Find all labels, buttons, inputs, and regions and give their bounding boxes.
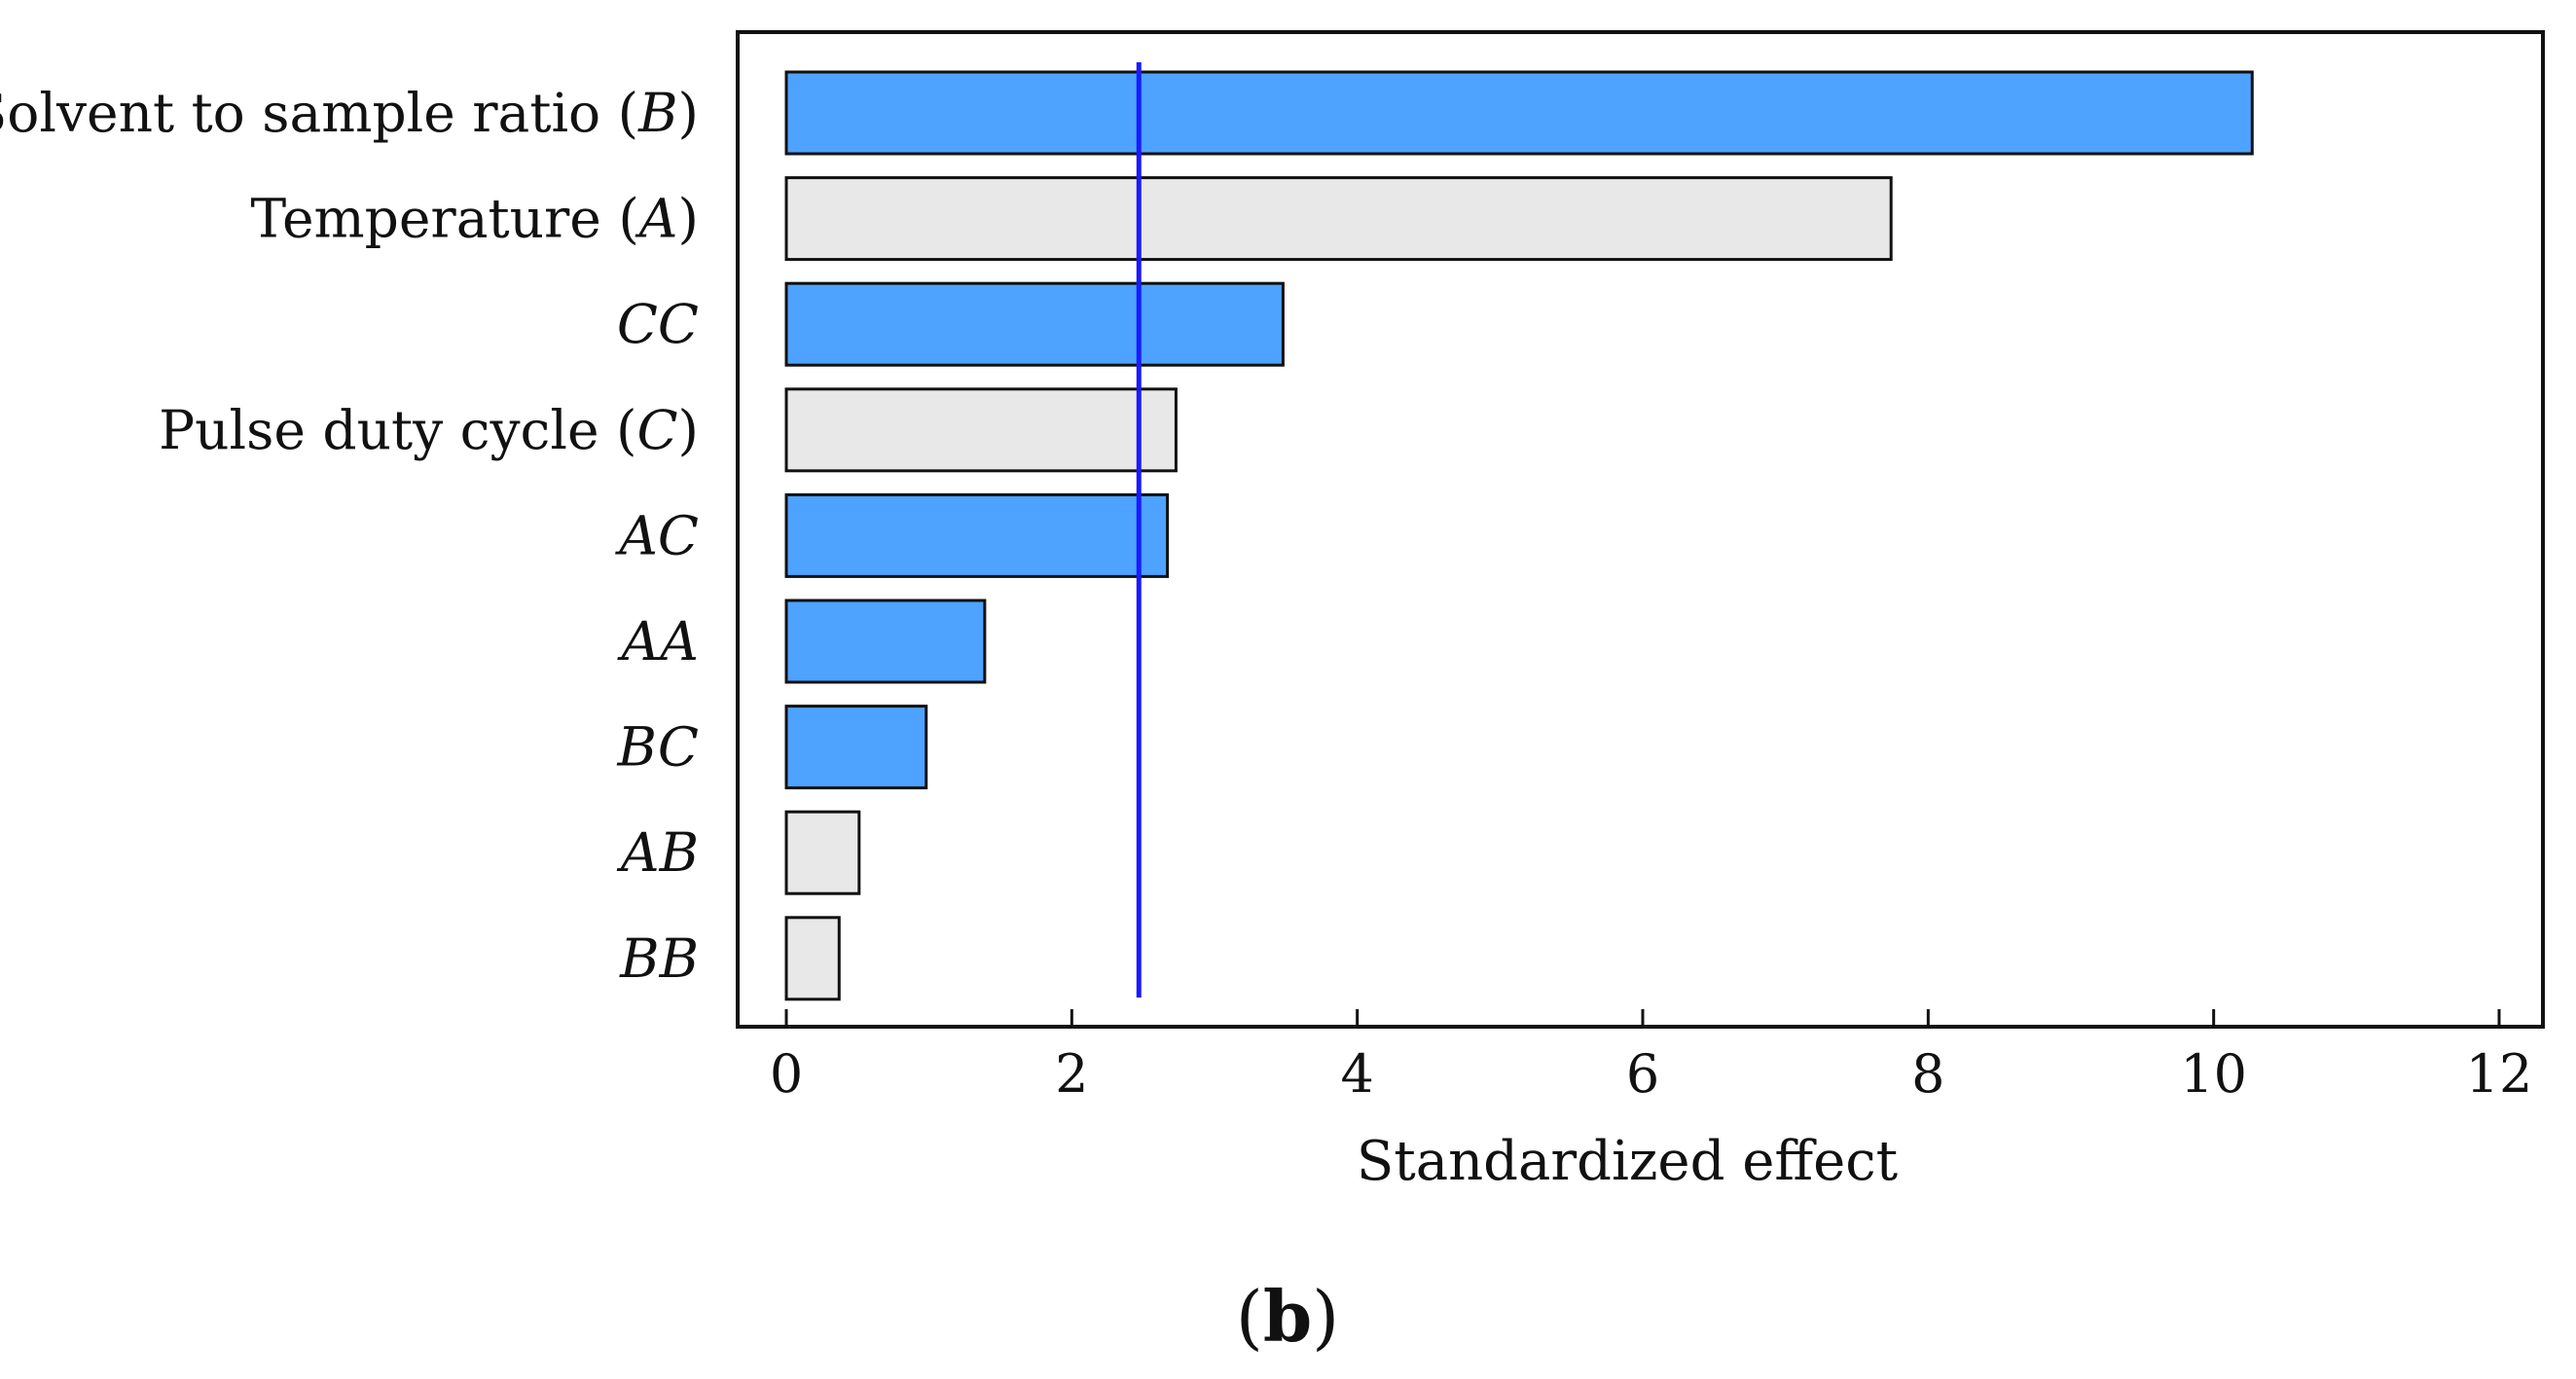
x-tick-label: 2 (1055, 1043, 1088, 1105)
bar-aa (784, 599, 987, 684)
category-label-factor: AC (614, 504, 699, 566)
x-tick-label: 10 (2180, 1043, 2247, 1105)
panel-label-close: ) (1312, 1276, 1339, 1358)
x-axis-ticks: 0 2 4 6 8 10 12 (770, 1009, 2533, 1105)
x-axis-title: Standardized effect (1357, 1130, 1899, 1193)
category-label-factor: CC (617, 293, 699, 355)
bar-temperature-a (784, 176, 1893, 262)
category-label: BB (619, 927, 699, 990)
panel-label-letter: b (1263, 1275, 1312, 1358)
category-label-suffix: ) (678, 82, 699, 144)
category-labels: Solvent to sample ratio (B)Temperature (… (0, 82, 699, 990)
bar-ab (784, 810, 861, 895)
bar-pulse-duty-cycle-c (784, 387, 1178, 473)
category-label-factor: BB (619, 927, 699, 990)
category-label-text: Pulse duty cycle ( (159, 399, 636, 461)
category-label-factor: B (637, 82, 677, 144)
category-label: Pulse duty cycle (C) (159, 399, 699, 461)
category-label-suffix: ) (678, 399, 699, 461)
plot-frame (736, 30, 2545, 1029)
category-label: Solvent to sample ratio (B) (0, 82, 699, 144)
category-label: Temperature (A) (251, 188, 699, 250)
x-tick-label: 6 (1626, 1043, 1659, 1105)
x-tick-label: 8 (1911, 1043, 1944, 1105)
category-label: AC (614, 504, 699, 566)
bar-cc (784, 281, 1285, 367)
panel-label-open: ( (1236, 1276, 1263, 1358)
category-label-factor: BC (616, 716, 699, 779)
category-label-factor: C (636, 399, 677, 461)
bar-solvent-to-sample-ratio-b (784, 70, 2254, 156)
category-label: AB (616, 821, 699, 884)
x-tick-label: 4 (1340, 1043, 1373, 1105)
category-label: AA (617, 610, 699, 672)
bars-layer (784, 70, 2254, 1001)
bar-bb (784, 916, 841, 1001)
bar-ac (784, 492, 1170, 578)
x-tick-label: 0 (770, 1043, 803, 1105)
category-label-text: Solvent to sample ratio ( (0, 82, 638, 144)
category-label-factor: AA (617, 610, 699, 672)
category-label: CC (617, 293, 699, 355)
bar-bc (784, 705, 928, 790)
category-label-factor: AB (616, 821, 699, 884)
category-label-text: Temperature ( (251, 188, 639, 250)
panel-label: (b) (1236, 1275, 1340, 1358)
category-label: BC (616, 716, 699, 779)
category-label-suffix: ) (678, 188, 699, 250)
category-label-factor: A (635, 188, 678, 250)
x-tick-label: 12 (2466, 1043, 2533, 1105)
